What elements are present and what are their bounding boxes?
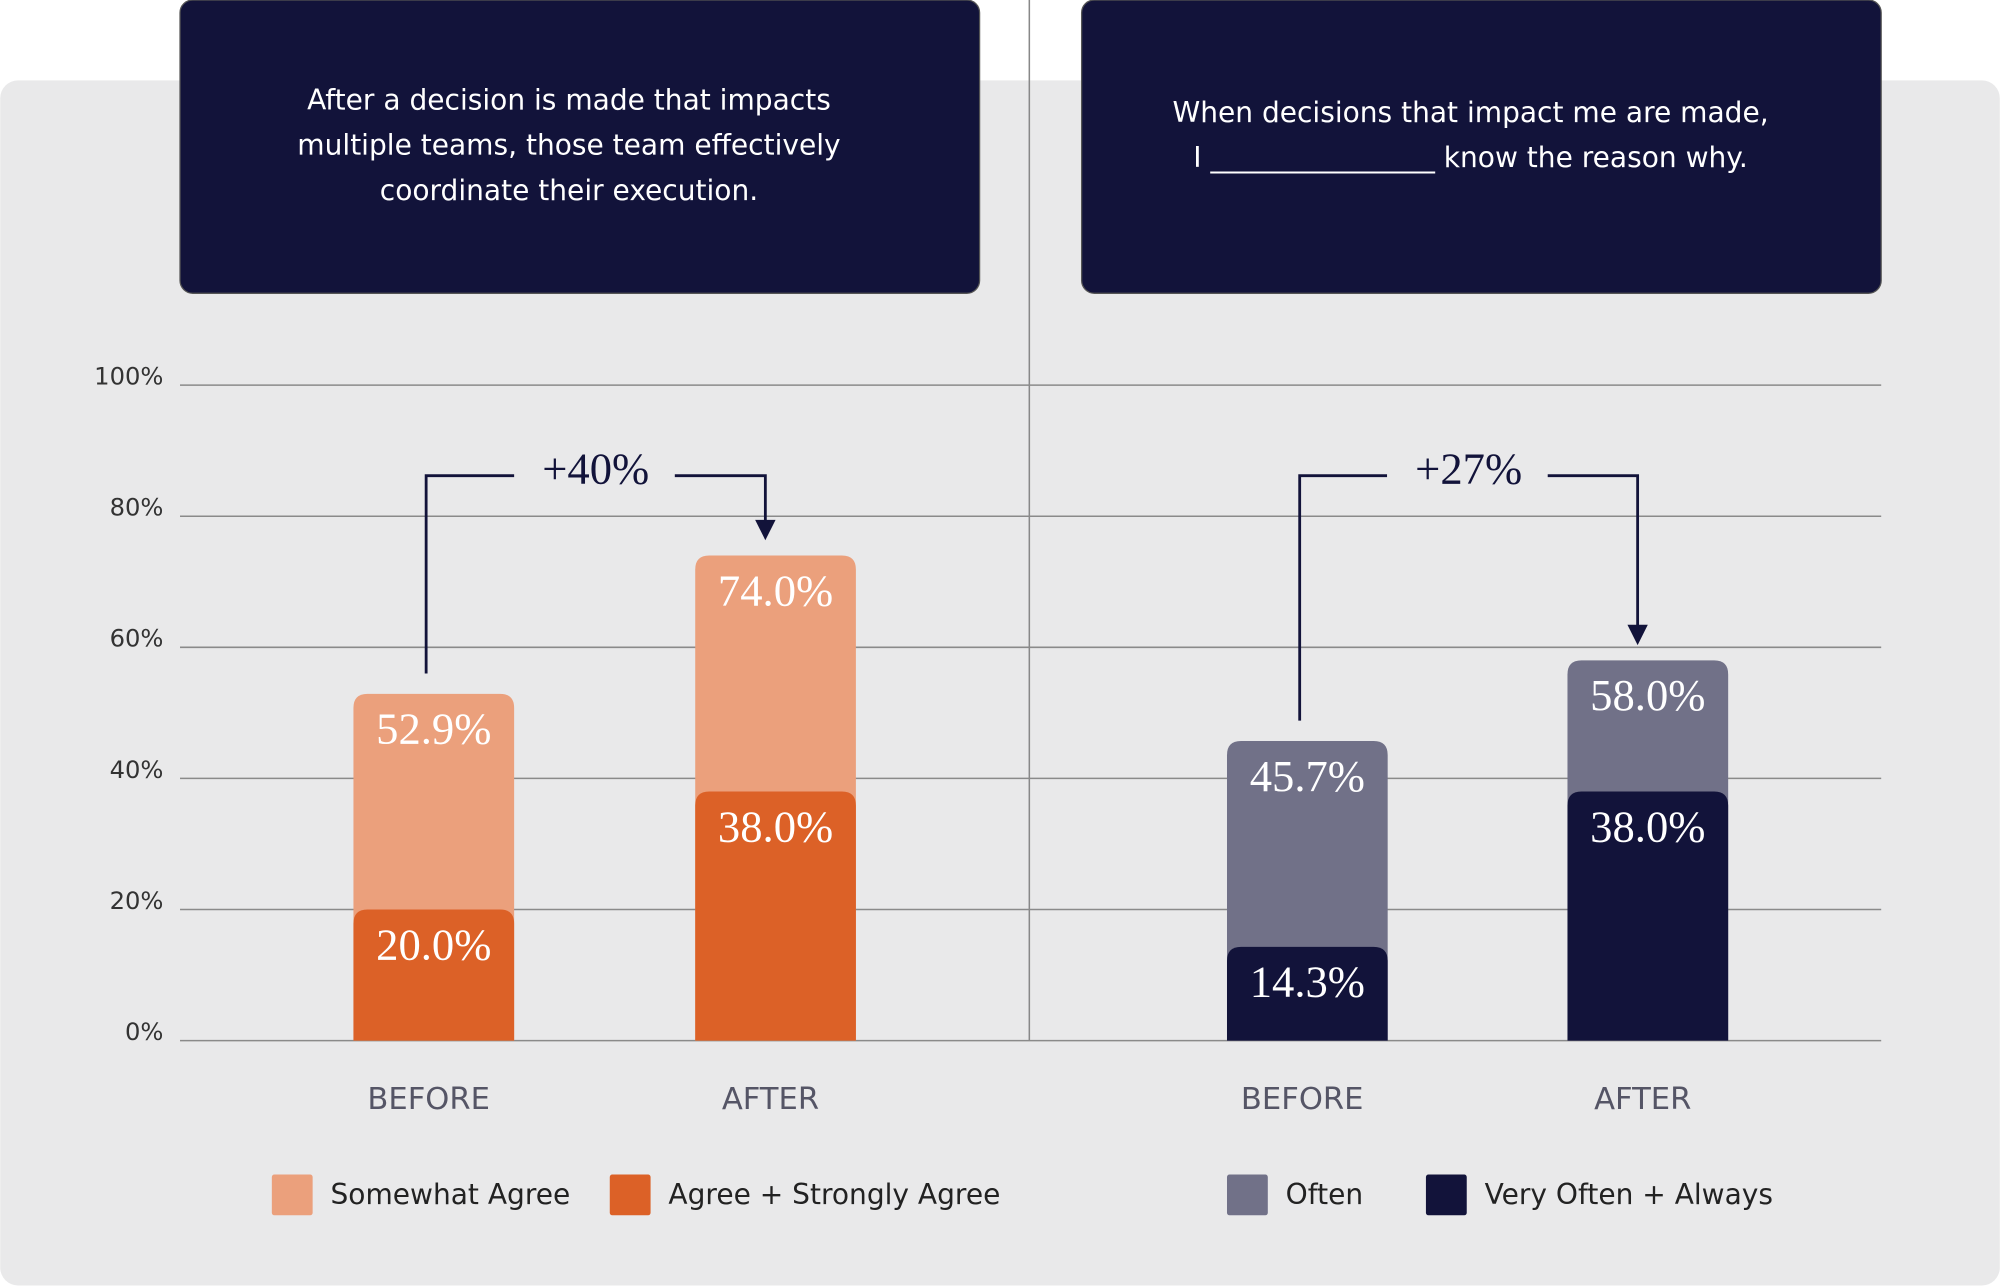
bar <box>1567 791 1729 1041</box>
question-text: After a decision is made that impacts <box>307 83 831 116</box>
value-label: 38.0% <box>1590 801 1705 851</box>
legend-swatch <box>1425 1174 1467 1216</box>
legend-label: Very Often + Always <box>1485 1178 1773 1211</box>
value-label: 74.0% <box>718 565 833 615</box>
y-tick-label: 0% <box>125 1018 163 1046</box>
legend-swatch <box>1226 1174 1268 1216</box>
bar <box>1226 946 1388 1041</box>
arrow-head <box>1627 624 1648 646</box>
annotation-line <box>1547 474 1640 628</box>
annotation-line <box>424 474 515 674</box>
question-text: multiple teams, those team effectively <box>297 129 840 162</box>
question-text: When decisions that impact me are made, <box>1172 96 1768 129</box>
x-tick-label: AFTER <box>1594 1082 1691 1117</box>
question-text: I ________________ know the reason why. <box>1193 141 1748 174</box>
legend-label: Often <box>1286 1178 1364 1211</box>
y-tick-label: 100% <box>94 362 163 390</box>
arrow-head <box>755 519 776 541</box>
bar <box>695 791 856 1041</box>
y-tick-label: 80% <box>110 494 164 522</box>
question-box <box>179 0 981 294</box>
value-label: 38.0% <box>718 801 833 851</box>
legend-swatch <box>271 1174 313 1216</box>
value-label: 52.9% <box>376 704 491 754</box>
legend-swatch <box>609 1174 651 1216</box>
annotation: +27% <box>1415 443 1522 493</box>
y-tick-label: 20% <box>110 887 164 915</box>
annotation-line <box>1298 474 1388 721</box>
value-label: 45.7% <box>1250 751 1365 801</box>
x-tick-label: AFTER <box>722 1082 819 1117</box>
question-text: coordinate their execution. <box>380 174 758 207</box>
x-tick-label: BEFORE <box>1241 1082 1364 1117</box>
value-label: 58.0% <box>1590 670 1705 720</box>
bar <box>353 909 515 1041</box>
question-box <box>1080 0 1882 294</box>
legend-label: Agree + Strongly Agree <box>668 1178 1000 1211</box>
y-tick-label: 60% <box>110 625 164 653</box>
annotation-line <box>674 474 767 523</box>
y-tick-label: 40% <box>110 756 164 784</box>
value-label: 20.0% <box>376 919 491 969</box>
legend-label: Somewhat Agree <box>330 1178 570 1211</box>
x-tick-label: BEFORE <box>367 1082 490 1117</box>
annotation: +40% <box>542 443 649 493</box>
value-label: 14.3% <box>1250 957 1365 1007</box>
